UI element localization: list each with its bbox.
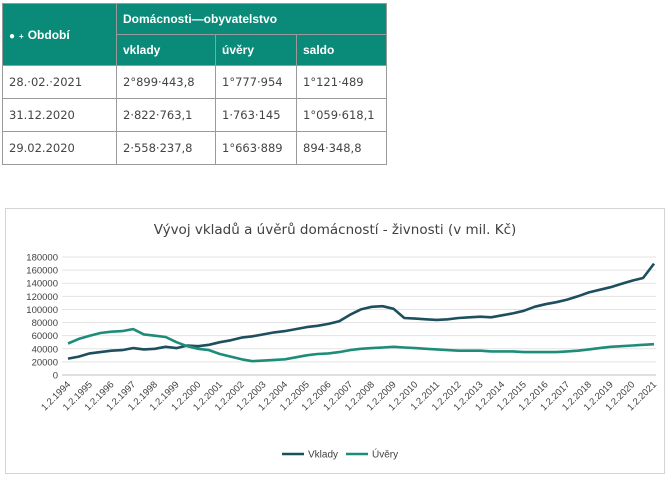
- y-tick-label: 120000: [26, 292, 58, 303]
- y-tick-label: 160000: [26, 266, 58, 277]
- column-header-saldo[interactable]: saldo: [296, 34, 387, 66]
- bullet-icon: ●: [9, 30, 16, 42]
- cell-period: 29.02.2020: [2, 131, 117, 165]
- y-tick-label: 60000: [32, 331, 58, 342]
- y-tick-label: 180000: [26, 253, 58, 264]
- series-line-úvěry: [67, 327, 655, 363]
- table-row: 29.02.2020 2·558·237,8 1°663·889 894·348…: [2, 131, 387, 165]
- line-chart: Vývoj vkladů a úvěrů domácností - živnos…: [5, 208, 665, 474]
- summary-table: ● + Období Domácnosti—obyvatelstvo vklady …: [2, 3, 387, 165]
- y-tick-label: 140000: [26, 279, 58, 290]
- y-tick-label: 80000: [32, 318, 58, 329]
- legend-label: Vklady: [308, 450, 338, 461]
- cell-period: 28.·02.·2021: [2, 65, 117, 99]
- legend-label: Úvěry: [372, 448, 398, 461]
- cell-saldo: 1°121·489: [296, 65, 387, 99]
- period-header[interactable]: ● + Období: [2, 3, 117, 66]
- y-tick-label: 40000: [32, 344, 58, 355]
- group-header: Domácnosti—obyvatelstvo: [116, 3, 387, 35]
- cell-vklady: 2·822·763,1: [116, 98, 216, 132]
- y-tick-label: 0: [53, 371, 58, 382]
- cell-period: 31.12.2020: [2, 98, 117, 132]
- series-line-vklady: [67, 262, 656, 360]
- cell-uvery: 1°663·889: [215, 131, 297, 165]
- sort-icon: +: [19, 31, 24, 41]
- column-header-uvery[interactable]: úvěry: [215, 34, 297, 66]
- chart-title: Vývoj vkladů a úvěrů domácností - živnos…: [154, 222, 517, 238]
- column-header-vklady[interactable]: vklady: [116, 34, 216, 66]
- y-tick-label: 100000: [26, 305, 58, 316]
- cell-saldo: 1°059·618,1: [296, 98, 387, 132]
- cell-uvery: 1°777·954: [215, 65, 297, 99]
- y-axis: 0 20000 40000 60000 80000 100000 120000 140000 1…: [26, 253, 58, 382]
- gridlines: [62, 256, 656, 376]
- legend: Vklady Úvěry: [282, 448, 398, 461]
- cell-saldo: 894·348,8: [296, 131, 387, 165]
- x-axis: 1.2.19941.2.19951.2.19961.2.19971.2.1998…: [39, 374, 659, 413]
- series-lines: [67, 262, 656, 363]
- cell-vklady: 2·558·237,8: [116, 131, 216, 165]
- cell-uvery: 1·763·145: [215, 98, 297, 132]
- period-header-label: Období: [27, 27, 70, 42]
- chart-canvas: Vývoj vkladů a úvěrů domácností - živnos…: [26, 222, 659, 461]
- table-row: 31.12.2020 2·822·763,1 1·763·145 1°059·6…: [2, 98, 387, 132]
- table-row: 28.·02.·2021 2°899·443,8 1°777·954 1°121…: [2, 65, 387, 99]
- cell-vklady: 2°899·443,8: [116, 65, 216, 99]
- y-tick-label: 20000: [32, 357, 58, 368]
